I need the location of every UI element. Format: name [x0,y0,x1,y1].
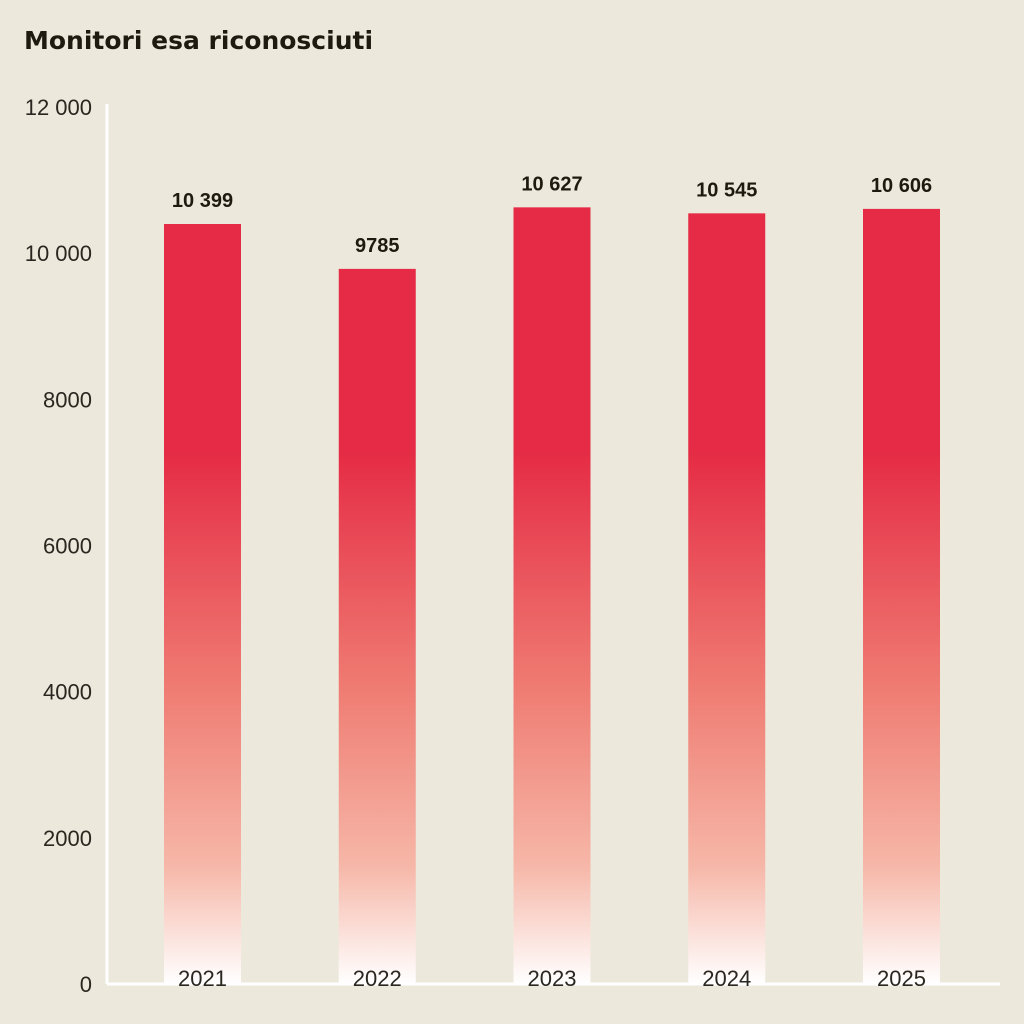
bar-2025 [863,208,940,984]
y-tick-label: 6000 [43,534,92,559]
x-tick-label: 2023 [528,966,577,991]
value-label: 10 399 [172,190,233,212]
y-tick-label: 0 [80,972,92,997]
y-tick-label: 10 000 [25,241,92,266]
bar-2024 [688,213,766,984]
x-tick-label: 2021 [178,966,227,991]
x-tick-label: 2024 [702,966,751,991]
bar-2023 [513,207,591,985]
bar-2021 [164,224,241,985]
x-tick-label: 2022 [353,966,402,991]
y-tick-label: 4000 [43,680,92,705]
value-label: 9785 [355,235,400,257]
x-tick-label: 2025 [877,966,926,991]
bar-2022 [338,268,416,984]
chart-title: Monitori esa riconosciuti [24,26,373,55]
y-tick-label: 8000 [43,387,92,412]
value-label: 10 627 [521,173,582,195]
value-label: 10 606 [871,175,932,197]
value-label: 10 545 [696,179,757,201]
y-tick-label: 2000 [43,826,92,851]
y-tick-label: 12 000 [25,95,92,120]
